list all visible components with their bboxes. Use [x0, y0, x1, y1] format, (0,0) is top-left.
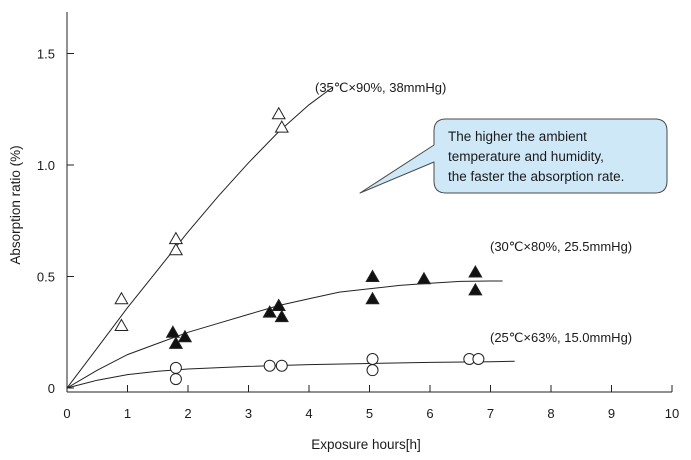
series-2-point [468, 282, 483, 296]
series-1-point [168, 242, 184, 256]
series-2-point [177, 329, 193, 343]
x-tick-label: 4 [305, 406, 312, 421]
x-tick-label: 5 [366, 406, 373, 421]
series-3-point [472, 353, 485, 366]
series-3-point [263, 359, 276, 372]
x-tick-label: 0 [63, 406, 70, 421]
series-2-point [262, 305, 277, 318]
series-2-point [168, 336, 184, 349]
series-1-point [274, 120, 289, 133]
series-3-point [169, 373, 182, 386]
x-ticks: 0 1 2 3 4 5 6 7 8 9 10 [63, 385, 679, 421]
x-tick-label: 9 [608, 406, 615, 421]
series-2-label: (30℃×80%, 25.5mmHg) [490, 239, 632, 254]
series-3-point [366, 364, 379, 377]
callout: The higher the ambient temperature and h… [359, 118, 668, 194]
y-tick-label: 1.5 [37, 47, 55, 62]
series-1-point [271, 106, 286, 120]
series-2-point [416, 271, 432, 285]
series-2-point [468, 265, 483, 278]
series-1-point [168, 231, 184, 245]
callout-line-3: the faster the absorption rate. [448, 169, 624, 184]
x-tick-label: 6 [426, 406, 433, 421]
callout-line-2: temperature and humidity, [448, 149, 604, 164]
x-tick-label: 8 [547, 406, 554, 421]
y-tick-label: 0.5 [37, 270, 55, 285]
y-tick-label: 1.0 [37, 158, 55, 173]
x-tick-label: 1 [124, 406, 131, 421]
series-3-point [366, 353, 379, 366]
series-labels: (35℃×90%, 38mmHg) (30℃×80%, 25.5mmHg) (25℃… [315, 80, 632, 345]
x-tick-label: 10 [665, 406, 679, 421]
x-tick-label: 7 [487, 406, 494, 421]
y-axis-title: Absorption ratio (%) [8, 145, 23, 264]
y-tick-label: 0 [48, 381, 55, 396]
x-axis-title: Exposure hours[h] [311, 437, 421, 452]
series-1-point [114, 291, 129, 305]
series-3-curve [66, 360, 515, 389]
series-2-point [274, 309, 289, 323]
series-2-point [365, 291, 380, 305]
series-2-point [271, 298, 286, 311]
series-1-curve [66, 86, 334, 389]
x-tick-label: 3 [245, 406, 252, 421]
series-2-curve [66, 280, 503, 389]
series-2-point [165, 325, 181, 338]
x-tick-label: 2 [184, 406, 191, 421]
series-1-point [114, 318, 129, 332]
callout-box [359, 118, 668, 194]
series-3-point [169, 361, 182, 374]
series-3-label: (25℃×63%, 15.0mmHg) [490, 330, 632, 345]
callout-line-1: The higher the ambient [448, 129, 587, 144]
series-3-point [275, 359, 288, 372]
series-2-point [365, 269, 380, 282]
data-points [114, 106, 485, 386]
series-1-label: (35℃×90%, 38mmHg) [315, 80, 446, 95]
y-ticks: 0 0.5 1.0 1.5 [37, 47, 74, 396]
fitted-curves [66, 86, 515, 389]
